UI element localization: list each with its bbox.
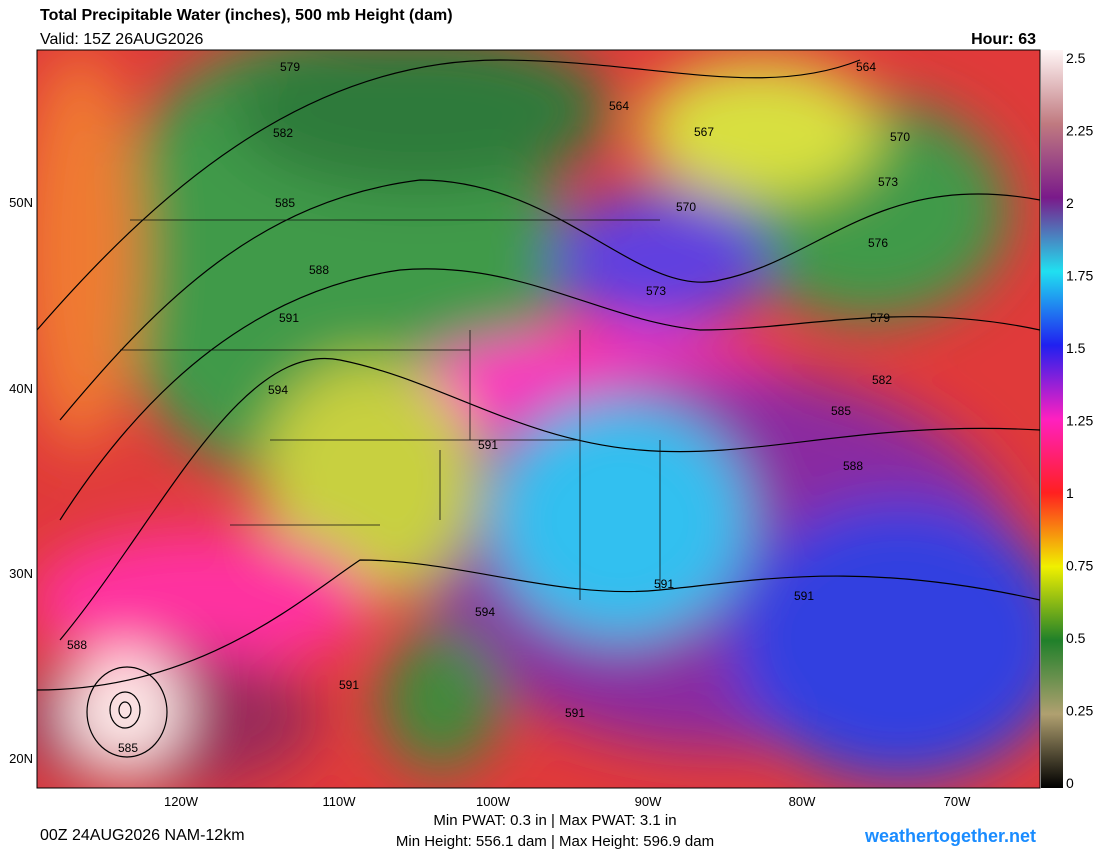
map-field (37, 50, 1040, 788)
labels: 50N 40N 30N 20N 120W 110W 100W 90W 80W 70W 579 564 5… (9, 50, 1093, 809)
pwat-range: Min PWAT: 0.3 in | Max PWAT: 3.1 in (433, 812, 676, 829)
contour-label: 591 (478, 438, 498, 452)
contour-label: 579 (280, 60, 300, 74)
contour-label: 573 (878, 175, 898, 189)
valid-time: Valid: 15Z 26AUG2026 (40, 31, 203, 48)
contour-label: 564 (609, 99, 629, 113)
lat-label: 50N (9, 195, 33, 210)
contour-label: 585 (831, 404, 851, 418)
contour-label: 567 (694, 125, 714, 139)
colorbar-tick: 1.25 (1066, 413, 1093, 429)
contour-label: 585 (275, 196, 295, 210)
contour-label: 591 (279, 311, 299, 325)
colorbar-tick: 0 (1066, 775, 1074, 791)
contour-label: 594 (268, 383, 288, 397)
colorbar-tick: 1.75 (1066, 268, 1093, 284)
map-frame (36, 49, 1041, 789)
lat-label: 40N (9, 381, 33, 396)
lon-label: 100W (476, 794, 511, 809)
contour-label: 570 (676, 200, 696, 214)
colorbar-tick: 2 (1066, 195, 1074, 211)
boundaries (120, 219, 661, 600)
lon-label: 80W (789, 794, 816, 809)
colorbar-tick: 0.5 (1066, 630, 1086, 646)
lon-label: 110W (323, 794, 357, 809)
colorbar-tick: 1.5 (1066, 340, 1086, 356)
contour-label: 594 (475, 605, 495, 619)
contour-label: 588 (843, 459, 863, 473)
model-run: 00Z 24AUG2026 NAM-12km (40, 827, 245, 844)
contour-label: 570 (890, 130, 910, 144)
contour-label: 588 (67, 638, 87, 652)
height-range: Min Height: 556.1 dam | Max Height: 596.… (396, 833, 714, 850)
colorbar (1041, 50, 1063, 788)
contour-label: 591 (565, 706, 585, 720)
lon-label: 120W (164, 794, 199, 809)
site-name: weathertogether.net (864, 826, 1036, 846)
forecast-hour: Hour: 63 (971, 31, 1036, 48)
contour-label: 582 (872, 373, 892, 387)
contour-label: 591 (339, 678, 359, 692)
contour-label: 564 (856, 60, 876, 74)
contour-label: 579 (870, 311, 890, 325)
contour-label: 573 (646, 284, 666, 298)
contour-label: 576 (868, 236, 888, 250)
title: Total Precipitable Water (inches), 500 m… (40, 7, 453, 24)
contour-label: 582 (273, 126, 293, 140)
colorbar-tick: 2.5 (1066, 50, 1086, 66)
lat-label: 30N (9, 566, 33, 581)
contour-label: 588 (309, 263, 329, 277)
lat-label: 20N (9, 751, 33, 766)
contour-label: 591 (794, 589, 814, 603)
colorbar-tick: 0.25 (1066, 703, 1093, 719)
contour-label: 591 (654, 577, 674, 591)
lon-label: 90W (635, 794, 662, 809)
contour-label: 585 (118, 741, 138, 755)
colorbar-tick: 2.25 (1066, 123, 1093, 139)
lon-label: 70W (944, 794, 971, 809)
colorbar-tick: 0.75 (1066, 558, 1093, 574)
colorbar-tick: 1 (1066, 485, 1074, 501)
height-contours (37, 59, 1040, 758)
